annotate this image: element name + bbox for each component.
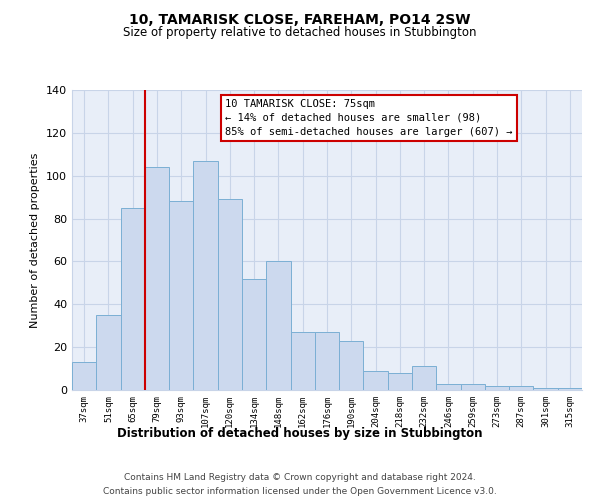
Text: Size of property relative to detached houses in Stubbington: Size of property relative to detached ho… [123, 26, 477, 39]
Bar [388, 373, 412, 390]
Text: 10, TAMARISK CLOSE, FAREHAM, PO14 2SW: 10, TAMARISK CLOSE, FAREHAM, PO14 2SW [129, 12, 471, 26]
Bar [193, 160, 218, 390]
Bar [436, 384, 461, 390]
Bar [96, 315, 121, 390]
Bar [509, 386, 533, 390]
Bar [461, 384, 485, 390]
Bar [290, 332, 315, 390]
Bar [315, 332, 339, 390]
Bar [121, 208, 145, 390]
Bar [533, 388, 558, 390]
Bar [169, 202, 193, 390]
Bar [339, 340, 364, 390]
Y-axis label: Number of detached properties: Number of detached properties [31, 152, 40, 328]
Text: Distribution of detached houses by size in Stubbington: Distribution of detached houses by size … [117, 428, 483, 440]
Text: 10 TAMARISK CLOSE: 75sqm
← 14% of detached houses are smaller (98)
85% of semi-d: 10 TAMARISK CLOSE: 75sqm ← 14% of detach… [225, 99, 512, 137]
Bar [218, 200, 242, 390]
Bar [558, 388, 582, 390]
Bar [485, 386, 509, 390]
Bar [266, 262, 290, 390]
Text: Contains HM Land Registry data © Crown copyright and database right 2024.: Contains HM Land Registry data © Crown c… [124, 472, 476, 482]
Bar [72, 362, 96, 390]
Bar [242, 278, 266, 390]
Bar [412, 366, 436, 390]
Bar [364, 370, 388, 390]
Text: Contains public sector information licensed under the Open Government Licence v3: Contains public sector information licen… [103, 488, 497, 496]
Bar [145, 167, 169, 390]
